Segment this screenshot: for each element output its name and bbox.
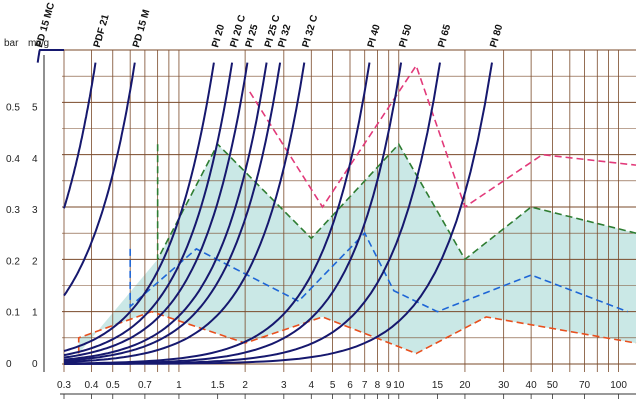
- y-unit-bar: bar: [4, 38, 19, 49]
- curve-2: [63, 62, 136, 297]
- y-tick-mwg-4: 4: [32, 154, 38, 165]
- y-tick-mwg-0: 0: [32, 359, 38, 370]
- y-tick-mwg-5: 5: [32, 103, 38, 114]
- y-tick-bar-0: 0: [6, 359, 12, 370]
- x-tick-17: 30: [498, 380, 510, 391]
- y-tick-bar-2: 0.2: [6, 256, 20, 267]
- curve-7: [63, 62, 282, 362]
- y-tick-bar-5: 0.5: [6, 103, 20, 114]
- x-tick-4: 1: [176, 380, 182, 391]
- axes: bar mwg 0 0 0.1 1 0.2 2 0.3 3 0.4 4 0.5 5 0.3 0.4 0.5 0…: [4, 38, 636, 399]
- x-tick-3: 0.7: [138, 380, 152, 391]
- x-tick-2: 0.5: [106, 380, 120, 391]
- dashed-series: [77, 63, 637, 355]
- x-tick-18: 40: [526, 380, 538, 391]
- x-tick-19: 50: [547, 380, 559, 391]
- x-tick-15: 15: [432, 380, 444, 391]
- curves: [36, 49, 493, 365]
- shaded-band: [78, 144, 637, 354]
- shaded-band-area: [78, 144, 637, 354]
- x-tick-6: 2: [242, 380, 248, 391]
- x-tick-13: 9: [386, 380, 392, 391]
- x-tick-20: 70: [579, 380, 591, 391]
- dashed-series-3: [249, 63, 637, 209]
- dashed-series-1: [129, 231, 628, 313]
- y-tick-mwg-3: 3: [32, 205, 38, 216]
- dashed-series-2: [77, 310, 637, 355]
- curve-8: [63, 62, 306, 363]
- x-tick-12: 8: [375, 380, 381, 391]
- dashed-series-0: [156, 142, 637, 261]
- curve-1: [63, 62, 97, 209]
- curve-5: [63, 62, 249, 359]
- curve-4: [63, 62, 234, 357]
- curve-0: [36, 49, 64, 63]
- x-tick-1: 0.4: [85, 380, 99, 391]
- x-tick-8: 4: [309, 380, 315, 391]
- curve-12: [64, 62, 493, 365]
- y-tick-bar-4: 0.4: [6, 154, 20, 165]
- y-tick-mwg-2: 2: [32, 256, 38, 267]
- x-tick-10: 6: [347, 380, 353, 391]
- x-tick-11: 7: [362, 380, 368, 391]
- y-unit-mwg: mwg: [28, 38, 49, 49]
- y-tick-bar-3: 0.3: [6, 205, 20, 216]
- x-tick-7: 3: [281, 380, 287, 391]
- x-tick-5: 1.5: [211, 380, 225, 391]
- curve-6: [63, 62, 268, 361]
- x-tick-9: 5: [330, 380, 336, 391]
- x-tick-21: 100: [610, 380, 627, 391]
- x-tick-0: 0.3: [57, 380, 71, 391]
- y-tick-mwg-1: 1: [32, 308, 38, 319]
- x-tick-16: 20: [459, 380, 471, 391]
- curve-3: [63, 62, 215, 352]
- x-tick-14: 10: [393, 380, 405, 391]
- y-tick-bar-1: 0.1: [6, 308, 20, 319]
